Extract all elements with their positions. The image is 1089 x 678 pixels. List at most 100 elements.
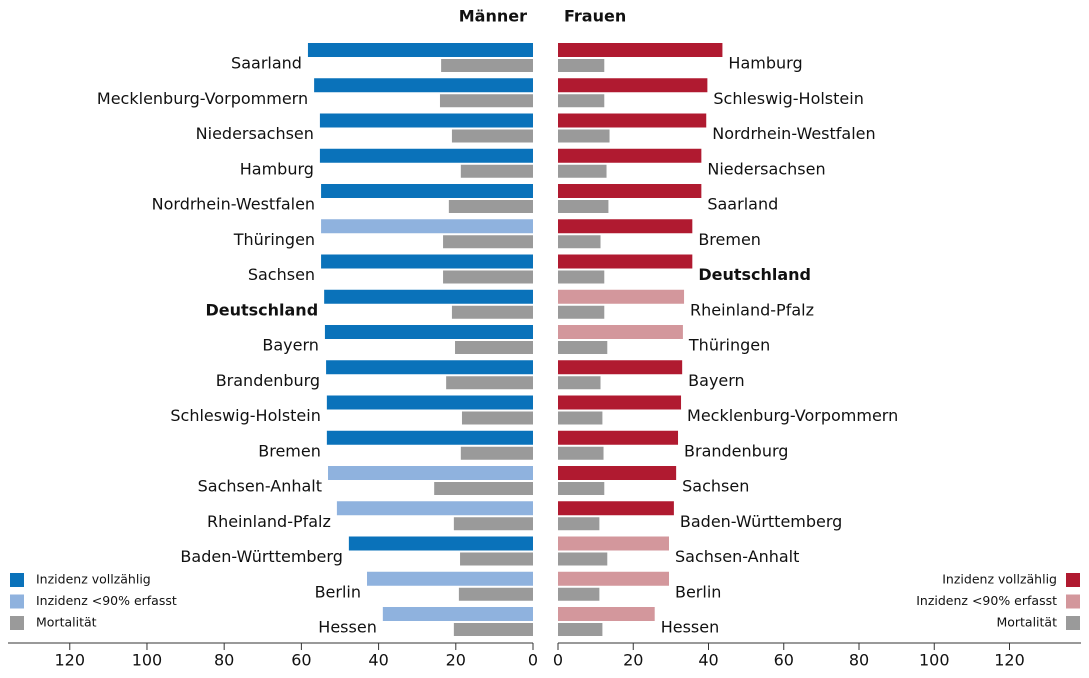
category-label: Thüringen <box>233 230 315 249</box>
mortality-bar <box>458 587 533 601</box>
incidence-bar <box>314 78 533 93</box>
mortality-bar <box>441 59 533 72</box>
legend-label: Inzidenz vollzählig <box>36 572 151 587</box>
category-label: Sachsen <box>248 265 315 284</box>
mortality-bar <box>558 164 607 178</box>
mortality-bar <box>460 446 533 460</box>
category-label: Saarland <box>707 195 778 214</box>
mortality-bar <box>558 200 609 213</box>
x-tick-label: 40 <box>698 651 718 670</box>
category-label: Nordrhein-Westfalen <box>152 195 315 214</box>
mortality-bar <box>451 305 533 319</box>
mortality-bar <box>460 552 533 566</box>
incidence-bar <box>319 113 533 128</box>
category-label: Nordrhein-Westfalen <box>712 124 875 143</box>
incidence-bar <box>336 501 533 516</box>
mortality-bar <box>558 129 610 143</box>
panel-title: Männer <box>459 7 527 26</box>
incidence-bar <box>558 360 683 375</box>
incidence-bar <box>558 501 674 516</box>
mortality-bar <box>558 482 605 495</box>
mortality-bar <box>558 59 605 72</box>
mortality-bar <box>558 376 601 390</box>
category-label: Brandenburg <box>684 441 788 460</box>
incidence-bar <box>321 184 533 198</box>
x-tick-label: 100 <box>132 651 163 670</box>
mortality-bar <box>439 94 533 108</box>
category-label: Bayern <box>262 336 319 355</box>
category-label: Saarland <box>231 54 302 73</box>
category-label: Hessen <box>318 618 377 637</box>
x-tick-label: 80 <box>849 651 869 670</box>
incidence-bar <box>558 289 685 304</box>
incidence-bar <box>319 148 533 163</box>
category-label: Hamburg <box>240 159 314 178</box>
incidence-bar <box>348 536 533 551</box>
incidence-bar <box>558 430 679 445</box>
category-label: Mecklenburg-Vorpommern <box>687 406 898 425</box>
category-label: Sachsen-Anhalt <box>198 477 322 496</box>
legend-swatch <box>10 594 24 609</box>
mortality-bar <box>446 376 533 390</box>
incidence-bar <box>558 78 708 93</box>
category-label: Schleswig-Holstein <box>713 89 863 108</box>
mortality-bar <box>558 235 601 249</box>
legend-swatch <box>1066 573 1080 587</box>
x-tick-label: 20 <box>623 651 643 670</box>
incidence-bar <box>321 219 533 234</box>
legend-label: Inzidenz vollzählig <box>942 572 1057 587</box>
legend-label: Inzidenz <90% erfasst <box>36 593 177 608</box>
mortality-bar <box>460 164 533 178</box>
mortality-bar <box>453 623 533 636</box>
mortality-bar <box>558 270 605 284</box>
incidence-bar <box>558 466 677 480</box>
incidence-bar <box>324 289 533 304</box>
incidence-bar <box>326 395 533 410</box>
incidence-bar <box>558 607 655 621</box>
x-tick-label: 120 <box>994 651 1025 670</box>
mortality-bar <box>558 411 603 425</box>
incidence-bar <box>558 148 702 163</box>
mortality-bar <box>558 517 600 531</box>
category-label: Baden-Württemberg <box>680 512 842 531</box>
category-label: Mecklenburg-Vorpommern <box>97 89 308 108</box>
x-tick-label: 40 <box>368 651 388 670</box>
mortality-bar <box>558 587 600 601</box>
legend-label: Mortalität <box>36 615 97 630</box>
category-label: Niedersachsen <box>196 124 314 143</box>
category-label: Thüringen <box>688 336 770 355</box>
panel-title: Frauen <box>564 7 626 26</box>
incidence-bar <box>558 184 702 198</box>
incidence-bar <box>558 219 693 234</box>
incidence-bar <box>328 466 533 480</box>
mortality-bar <box>558 341 608 354</box>
incidence-bar <box>326 360 533 375</box>
category-label: Deutschland <box>205 300 318 319</box>
legend-swatch <box>1066 616 1080 630</box>
category-label: Rheinland-Pfalz <box>207 512 331 531</box>
category-label: Deutschland <box>698 265 811 284</box>
legend-swatch <box>10 616 24 630</box>
incidence-bar <box>558 325 683 339</box>
incidence-bar <box>558 536 669 551</box>
category-label: Hessen <box>661 618 720 637</box>
mortality-bar <box>558 305 605 319</box>
incidence-bar <box>558 395 682 410</box>
x-tick-label: 120 <box>54 651 85 670</box>
x-tick-label: 80 <box>214 651 234 670</box>
incidence-bar <box>558 43 723 57</box>
legend-swatch <box>1066 594 1080 609</box>
mortality-bar <box>558 94 605 108</box>
x-tick-label: 60 <box>291 651 311 670</box>
mortality-bar <box>461 411 533 425</box>
mortality-bar <box>448 200 533 213</box>
incidence-bar <box>558 254 693 269</box>
incidence-bar <box>382 607 533 621</box>
mortality-bar <box>558 446 604 460</box>
incidence-bar <box>558 113 707 128</box>
category-label: Baden-Württemberg <box>180 547 342 566</box>
mortality-bar <box>455 341 533 354</box>
x-tick-label: 100 <box>919 651 950 670</box>
incidence-bar <box>367 571 533 586</box>
